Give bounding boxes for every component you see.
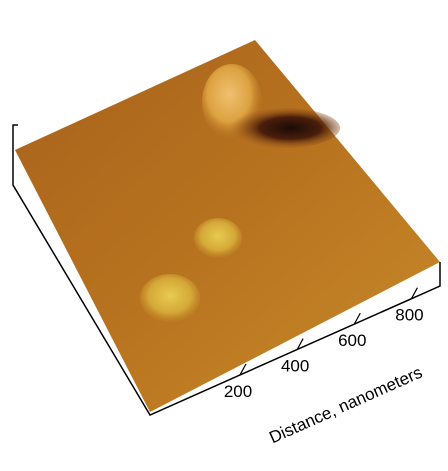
- tick-label: 600: [338, 331, 366, 350]
- bump: [194, 218, 242, 258]
- x-axis: 200 400 600 800: [224, 287, 424, 401]
- tick: [353, 312, 361, 325]
- pit: [230, 108, 340, 148]
- tick: [410, 287, 418, 299]
- tick-label: 800: [395, 306, 423, 325]
- tick-label: 400: [281, 357, 309, 376]
- tick: [296, 338, 304, 350]
- tick-label: 200: [224, 382, 252, 401]
- bump: [140, 274, 200, 322]
- tick: [239, 363, 247, 376]
- frame: [12, 124, 441, 416]
